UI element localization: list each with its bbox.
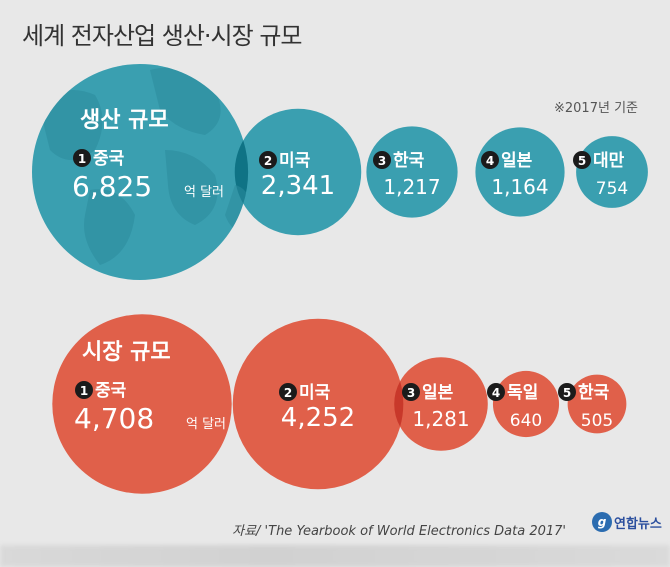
- production-rank-1: 1: [78, 152, 86, 166]
- production-title: 생산 규모: [80, 108, 169, 133]
- market-bubble-2: [232, 318, 404, 490]
- production-bubble-5: [576, 136, 648, 208]
- market-name-1: 중국: [95, 381, 127, 401]
- market-bubble-5: [567, 374, 627, 434]
- production-value-5: 754: [596, 179, 628, 199]
- market-title: 시장 규모: [82, 340, 171, 365]
- market-rank-2: 2: [284, 386, 292, 400]
- production-rank-2: 2: [264, 154, 272, 168]
- market-bubble-1: [52, 314, 232, 494]
- market-rank-badge-4: [487, 383, 505, 401]
- production-unit: 억 달러: [184, 185, 224, 200]
- production-rank-4: 4: [486, 154, 494, 168]
- source-text: 자료/ 'The Yearbook of World Electronics D…: [232, 524, 566, 539]
- market-name-2: 미국: [299, 383, 331, 403]
- market-rank-4: 4: [492, 386, 500, 400]
- production-rank-badge-2: [259, 151, 277, 169]
- brand-logo-icon: g: [592, 512, 612, 532]
- production-labels: 생산 규모 1 중국6,825 억 달러 2 미국2,341 3 한국 1,217 4 일본 1,16…: [72, 108, 628, 203]
- globe-continent-4: [84, 189, 135, 265]
- brand-name: 연합뉴스: [614, 516, 662, 532]
- market-rank-1: 1: [80, 384, 88, 398]
- globe-continent-1: [40, 90, 103, 160]
- production-value-3: 1,217: [383, 175, 440, 199]
- market-rank-3: 3: [407, 386, 415, 400]
- production-name-1: 중국: [93, 149, 125, 169]
- market-unit: 억 달러: [186, 417, 226, 432]
- market-rank-badge-2: [279, 383, 297, 401]
- production-rank-badge-3: [373, 151, 391, 169]
- market-labels: 시장 규모 1 중국4,708 억 달러 2 미국4,252 3 일본 1,281 4 독일 640 5…: [74, 340, 613, 435]
- production-rank-badge-4: [481, 151, 499, 169]
- production-value-1: 6,825: [72, 170, 152, 203]
- market-overlap-2: [394, 381, 404, 427]
- production-rank-badge-1: [73, 149, 91, 167]
- market-value-1: 4,708: [74, 402, 154, 435]
- production-name-3: 한국: [393, 151, 425, 171]
- production-rank-badge-5: [573, 151, 591, 169]
- production-name-2: 미국: [279, 151, 311, 171]
- brand: g 연합뉴스: [592, 512, 662, 532]
- year-note: ※2017년 기준: [554, 101, 638, 116]
- blurred-credit-strip: [0, 545, 670, 567]
- production-value-4: 1,164: [491, 175, 548, 199]
- market-rank-badge-3: [402, 383, 420, 401]
- production-value-2: 2,341: [261, 171, 335, 201]
- market-rank-badge-5: [558, 383, 576, 401]
- market-value-3: 1,281: [412, 407, 469, 431]
- market-name-3: 일본: [422, 383, 454, 403]
- world-map-icon: [40, 67, 248, 265]
- market-value-2: 4,252: [281, 403, 355, 433]
- market-bubble-3: [394, 357, 488, 451]
- production-bubble-3: [366, 126, 458, 218]
- production-bubble-4: [475, 127, 565, 217]
- market-value-5: 505: [581, 411, 613, 431]
- market-rank-badge-1: [75, 381, 93, 399]
- globe-continent-2: [150, 67, 221, 135]
- market-chart: [52, 314, 627, 494]
- production-bubble-2: [234, 108, 362, 236]
- production-name-4: 일본: [501, 151, 533, 171]
- market-value-4: 640: [510, 411, 542, 431]
- page-title: 세계 전자산업 생산·시장 규모: [22, 22, 302, 50]
- market-rank-5: 5: [563, 386, 571, 400]
- market-name-4: 독일: [507, 383, 538, 403]
- production-rank-5: 5: [578, 154, 586, 168]
- production-name-5: 대만: [593, 151, 625, 171]
- market-name-5: 한국: [578, 383, 610, 403]
- production-rank-3: 3: [378, 154, 386, 168]
- market-bubble-4: [492, 370, 560, 438]
- globe-continent-3: [165, 150, 218, 225]
